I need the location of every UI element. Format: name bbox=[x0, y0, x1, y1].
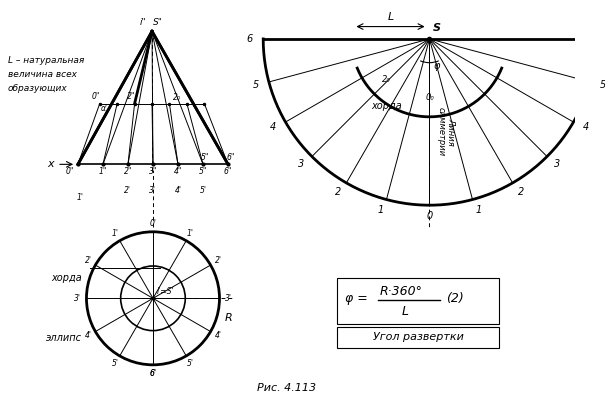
Text: 1: 1 bbox=[378, 205, 384, 215]
Text: величина всех: величина всех bbox=[8, 70, 77, 79]
Text: 6': 6' bbox=[149, 369, 157, 378]
Text: L: L bbox=[387, 12, 394, 22]
Text: 2': 2' bbox=[125, 186, 131, 195]
Text: 2': 2' bbox=[85, 256, 91, 265]
Text: 0": 0" bbox=[92, 92, 100, 101]
Text: 4': 4' bbox=[85, 331, 91, 340]
Text: 5: 5 bbox=[252, 80, 259, 90]
Text: 2₀: 2₀ bbox=[173, 93, 181, 102]
Text: 2': 2' bbox=[215, 256, 221, 265]
Text: 4': 4' bbox=[215, 331, 221, 340]
Text: 4': 4' bbox=[174, 186, 182, 195]
Text: L: L bbox=[402, 305, 409, 318]
Text: 3: 3 bbox=[554, 159, 561, 169]
Bar bbox=[338, 279, 499, 324]
Text: 3": 3" bbox=[149, 167, 157, 176]
Text: Угол развертки: Угол развертки bbox=[373, 332, 463, 342]
Text: хорда: хорда bbox=[371, 101, 402, 111]
Text: i'=S': i'=S' bbox=[157, 287, 174, 295]
Text: 2: 2 bbox=[518, 187, 524, 197]
Text: эллипс: эллипс bbox=[46, 333, 82, 343]
Text: 0₀: 0₀ bbox=[425, 93, 434, 102]
Text: 0: 0 bbox=[427, 211, 433, 221]
Text: 2": 2" bbox=[126, 92, 135, 101]
Text: 3': 3' bbox=[224, 294, 232, 303]
Bar bbox=[338, 327, 499, 348]
Text: 4: 4 bbox=[270, 122, 276, 132]
Text: 4": 4" bbox=[174, 167, 182, 176]
Text: 2₀: 2₀ bbox=[382, 75, 391, 84]
Text: 6": 6" bbox=[227, 152, 235, 162]
Text: x: x bbox=[48, 159, 54, 169]
Text: 2: 2 bbox=[335, 187, 341, 197]
Text: 6": 6" bbox=[224, 167, 232, 176]
Text: (2): (2) bbox=[446, 293, 463, 305]
Text: 0": 0" bbox=[65, 167, 74, 176]
Text: 3': 3' bbox=[149, 186, 157, 195]
Text: 5": 5" bbox=[201, 152, 209, 162]
Text: хорда: хорда bbox=[51, 274, 82, 283]
Text: 2": 2" bbox=[124, 167, 132, 176]
Text: 5': 5' bbox=[112, 359, 119, 368]
Text: 1': 1' bbox=[187, 229, 194, 238]
Text: образующих: образующих bbox=[8, 84, 67, 93]
Text: i": i" bbox=[140, 18, 147, 27]
Text: R: R bbox=[224, 313, 232, 323]
Text: φ =: φ = bbox=[345, 293, 368, 305]
Text: 1": 1" bbox=[99, 167, 107, 176]
Text: 1': 1' bbox=[76, 194, 83, 202]
Text: S: S bbox=[433, 23, 441, 33]
Text: 5': 5' bbox=[200, 186, 206, 195]
Text: 3': 3' bbox=[74, 294, 82, 303]
Text: R·360°: R·360° bbox=[380, 285, 423, 297]
Text: 1: 1 bbox=[475, 205, 482, 215]
Text: 5": 5" bbox=[199, 167, 207, 176]
Text: 4: 4 bbox=[583, 122, 589, 132]
Text: φ: φ bbox=[433, 61, 440, 71]
Text: 5: 5 bbox=[600, 80, 605, 90]
Text: Рис. 4.113: Рис. 4.113 bbox=[257, 383, 316, 393]
Text: S": S" bbox=[153, 18, 163, 27]
Text: 3: 3 bbox=[298, 159, 304, 169]
Text: L – натуральная: L – натуральная bbox=[8, 56, 84, 65]
Text: 0': 0' bbox=[149, 219, 157, 228]
Text: 1': 1' bbox=[112, 229, 119, 238]
Text: 6: 6 bbox=[246, 34, 253, 44]
Text: 6': 6' bbox=[149, 369, 157, 378]
Text: 5': 5' bbox=[187, 359, 194, 368]
Text: Линия
симметрии: Линия симметрии bbox=[436, 107, 456, 156]
Text: α': α' bbox=[101, 104, 108, 113]
